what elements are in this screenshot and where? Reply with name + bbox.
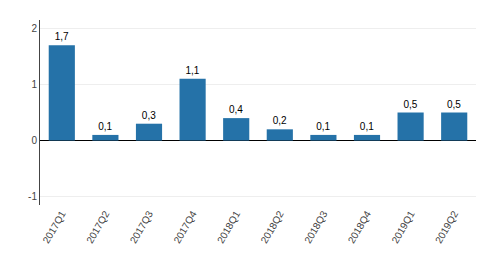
svg-text:1,7: 1,7 <box>55 31 69 42</box>
svg-text:0,5: 0,5 <box>403 99 417 110</box>
svg-text:0,1: 0,1 <box>360 121 374 132</box>
svg-text:2: 2 <box>31 23 37 34</box>
svg-text:2019Q2: 2019Q2 <box>433 209 461 246</box>
svg-text:2018Q3: 2018Q3 <box>302 209 330 246</box>
svg-text:2017Q3: 2017Q3 <box>128 209 156 246</box>
svg-text:2018Q4: 2018Q4 <box>346 209 374 246</box>
svg-text:1,1: 1,1 <box>185 65 199 76</box>
svg-text:0,1: 0,1 <box>98 121 112 132</box>
svg-text:2018Q1: 2018Q1 <box>215 209 243 246</box>
svg-text:2017Q2: 2017Q2 <box>84 209 112 246</box>
svg-text:0,2: 0,2 <box>273 115 287 126</box>
svg-text:0: 0 <box>31 135 37 146</box>
svg-text:2019Q1: 2019Q1 <box>389 209 417 246</box>
svg-text:0,5: 0,5 <box>447 99 461 110</box>
svg-text:0,3: 0,3 <box>142 110 156 121</box>
svg-text:0,1: 0,1 <box>316 121 330 132</box>
svg-text:2018Q2: 2018Q2 <box>259 209 287 246</box>
svg-text:1: 1 <box>31 79 37 90</box>
svg-text:-1: -1 <box>28 191 37 202</box>
svg-text:2017Q1: 2017Q1 <box>41 209 69 246</box>
svg-text:2017Q4: 2017Q4 <box>171 209 199 246</box>
svg-text:0,4: 0,4 <box>229 104 243 115</box>
